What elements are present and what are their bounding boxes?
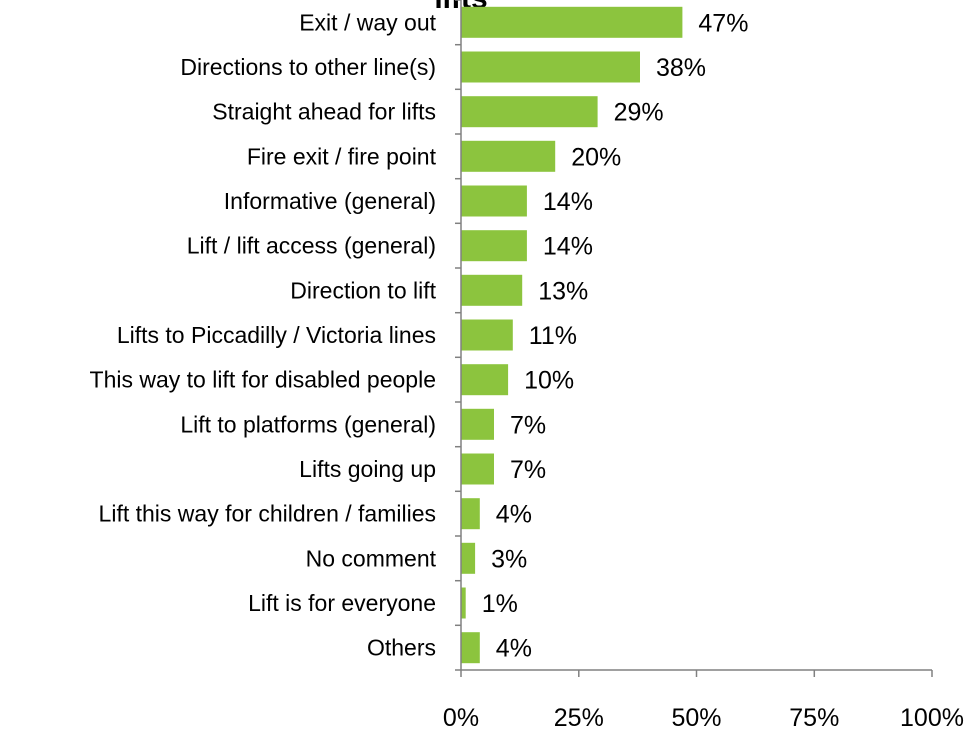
bar xyxy=(461,140,556,172)
category-label: Fire exit / fire point xyxy=(247,143,437,169)
data-label: 38% xyxy=(656,54,706,82)
data-label: 4% xyxy=(496,635,532,663)
data-label: 4% xyxy=(496,501,532,529)
bar xyxy=(461,51,640,83)
data-label: 20% xyxy=(571,143,621,171)
bar xyxy=(461,632,480,664)
data-label: 14% xyxy=(543,233,593,261)
data-label: 13% xyxy=(538,277,588,305)
bar xyxy=(461,6,683,38)
bar xyxy=(461,319,513,351)
x-tick-label: 0% xyxy=(443,704,479,729)
category-label: Lift this way for children / families xyxy=(99,501,436,527)
category-label: Directions to other line(s) xyxy=(180,54,436,80)
category-label: Informative (general) xyxy=(224,188,436,214)
data-label: 3% xyxy=(491,545,527,573)
data-label: 10% xyxy=(524,367,574,395)
category-label: This way to lift for disabled people xyxy=(90,367,436,393)
data-label: 1% xyxy=(482,590,518,618)
x-tick-label: 75% xyxy=(789,704,839,729)
bar xyxy=(461,498,480,530)
bar xyxy=(461,274,523,306)
data-label: 14% xyxy=(543,188,593,216)
category-label: Lifts going up xyxy=(299,456,436,482)
category-label: Lifts to Piccadilly / Victoria lines xyxy=(117,322,436,348)
category-label: Direction to lift xyxy=(290,277,436,303)
data-label: 7% xyxy=(510,456,546,484)
data-label: 47% xyxy=(698,9,748,37)
category-label: Lift / lift access (general) xyxy=(187,233,436,259)
bar xyxy=(461,542,476,574)
data-label: 11% xyxy=(529,322,577,350)
data-label: 29% xyxy=(614,99,664,127)
category-label: Exit / way out xyxy=(299,9,436,35)
bar xyxy=(461,185,527,217)
axes-group: 0% 25% 50% 75% 100% xyxy=(443,0,964,729)
data-label: 7% xyxy=(510,411,546,439)
x-tick-label: 100% xyxy=(900,704,964,729)
bar xyxy=(461,96,598,128)
category-label: Straight ahead for lifts xyxy=(212,99,436,125)
category-label: Lift is for everyone xyxy=(248,590,436,616)
bar xyxy=(461,364,509,396)
category-label: No comment xyxy=(306,545,437,571)
bar xyxy=(461,587,466,619)
bar xyxy=(461,408,494,440)
bar xyxy=(461,453,494,485)
x-tick-label: 25% xyxy=(554,704,604,729)
bar xyxy=(461,230,527,262)
bars-group: Exit / way out 47% Directions to other lin… xyxy=(90,6,748,664)
category-label: Lift to platforms (general) xyxy=(180,411,436,437)
x-tick-label: 50% xyxy=(671,704,721,729)
category-label: Others xyxy=(367,635,436,661)
